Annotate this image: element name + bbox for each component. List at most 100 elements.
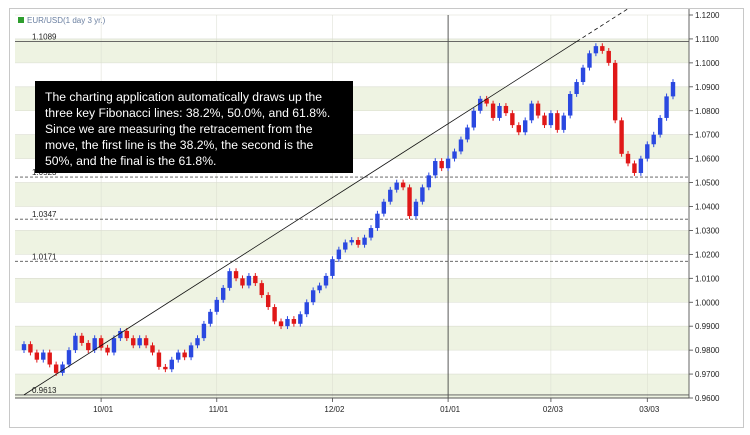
y-tick-label: 0.9600 (695, 394, 720, 403)
candle-up (92, 338, 97, 351)
candle-up (73, 335, 78, 351)
candle-down (131, 338, 136, 346)
background-band (15, 278, 689, 303)
candle-down (28, 344, 33, 353)
candle-down (516, 125, 521, 133)
background-band (15, 302, 689, 327)
candle-down (240, 278, 245, 286)
y-tick-label: 1.0100 (695, 274, 720, 283)
candle-up (420, 187, 425, 202)
background-band (15, 15, 689, 39)
candle-up (188, 345, 194, 358)
x-tick-label: 03/03 (639, 405, 660, 414)
candle-up (137, 338, 142, 346)
x-tick-label: 12/02 (324, 405, 345, 414)
candle-down (490, 103, 496, 118)
candle-down (400, 182, 406, 188)
candle-down (407, 187, 412, 217)
y-tick-label: 1.0300 (695, 226, 720, 235)
candle-up (227, 271, 232, 288)
candle-up (111, 338, 117, 353)
candle-down (600, 46, 605, 51)
candle-down (291, 319, 297, 324)
background-band (15, 182, 689, 207)
candle-down (555, 113, 560, 130)
candle-down (124, 330, 130, 339)
annotation-callout: The charting application automatically d… (35, 81, 353, 173)
candle-up (433, 161, 438, 176)
candle-up (362, 237, 367, 245)
fibonacci-level-label: 0.9613 (32, 386, 57, 395)
candle-down (439, 161, 444, 169)
candle-up (304, 302, 309, 315)
candle-up (195, 338, 200, 346)
candle-up (657, 117, 663, 135)
candle-down (79, 335, 85, 343)
chart-frame: 0.9600 0.9700 0.9800 0.9900 1.0000 1.0100 1.02… (9, 8, 744, 428)
y-tick-label: 1.0000 (695, 298, 720, 307)
fibonacci-level-label: 1.0171 (32, 252, 57, 261)
candle-up (413, 201, 419, 217)
candle-up (394, 182, 399, 190)
y-tick-label: 1.0200 (695, 250, 720, 259)
candle-up (336, 249, 342, 260)
y-tick-label: 0.9800 (695, 346, 720, 355)
candle-up (317, 285, 322, 291)
fibonacci-level-label: 1.0347 (32, 210, 57, 219)
candle-up (651, 134, 656, 145)
candle-down (233, 271, 239, 279)
candle-up (561, 115, 566, 130)
candle-up (285, 319, 290, 327)
candle-down (484, 98, 489, 104)
candle-up (349, 240, 354, 243)
candle-up (465, 127, 470, 140)
candle-up (478, 98, 483, 111)
trendline-extension (576, 9, 629, 42)
background-band (15, 206, 689, 231)
background-band (15, 62, 689, 87)
y-tick-label: 1.0800 (695, 107, 720, 116)
background-band (15, 374, 689, 398)
candle-down (510, 113, 515, 126)
candle-down (355, 240, 361, 245)
y-tick-label: 1.0900 (695, 83, 720, 92)
candle-down (98, 338, 104, 348)
candle-down (265, 295, 271, 308)
candle-up (21, 344, 27, 351)
candle-down (272, 307, 277, 322)
candle-up (548, 113, 554, 126)
candle-up (310, 290, 316, 303)
candle-up (41, 352, 46, 360)
x-tick-label: 10/01 (93, 405, 114, 414)
candle-up (375, 213, 380, 229)
candle-up (664, 96, 669, 118)
candle-up (587, 53, 592, 68)
y-tick-label: 1.0600 (695, 155, 720, 164)
x-tick-label: 02/03 (543, 405, 564, 414)
candle-down (105, 347, 110, 353)
candle-up (323, 275, 329, 286)
candle-down (606, 50, 611, 63)
candle-up (445, 158, 451, 169)
candle-up (497, 105, 502, 118)
candle-up (214, 299, 219, 312)
candle-up (670, 82, 676, 97)
y-tick-label: 1.1200 (695, 11, 720, 20)
candle-up (60, 364, 65, 373)
candle-down (632, 163, 637, 173)
candle-up (201, 323, 207, 339)
trendline (23, 41, 577, 396)
chart-canvas: 0.9600 0.9700 0.9800 0.9900 1.0000 1.0100 1.02… (15, 9, 720, 414)
candle-down (182, 352, 187, 358)
candle-up (246, 275, 252, 286)
candle-up (471, 110, 477, 128)
candle-down (259, 283, 264, 296)
candle-up (529, 103, 534, 121)
candle-down (625, 153, 631, 164)
candle-up (645, 144, 650, 159)
y-tick-label: 1.0500 (695, 179, 720, 188)
y-tick-label: 1.1100 (695, 35, 719, 44)
candle-up (208, 311, 213, 324)
candle-down (47, 352, 52, 365)
candle-down (619, 120, 624, 154)
